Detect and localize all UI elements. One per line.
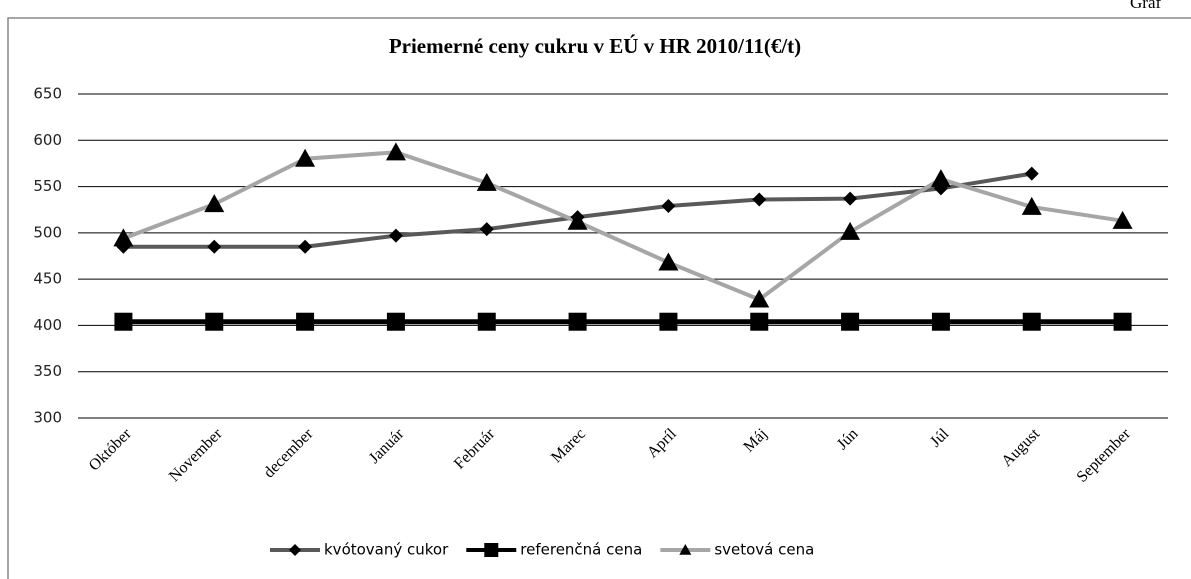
marker <box>931 312 950 331</box>
marker <box>1113 312 1132 331</box>
marker <box>1021 196 1042 215</box>
marker <box>840 221 861 240</box>
chart-title: Priemerné ceny cukru v EÚ v HR 2010/11(€… <box>389 34 801 58</box>
legend-marker <box>679 544 692 555</box>
marker <box>296 312 315 331</box>
marker <box>113 228 134 247</box>
marker <box>930 169 951 188</box>
marker <box>295 148 316 167</box>
y-tick-label: 300 <box>33 409 62 427</box>
marker <box>752 192 767 207</box>
y-tick-label: 500 <box>33 223 62 241</box>
marker <box>477 312 496 331</box>
y-tick-label: 350 <box>33 362 62 380</box>
legend-marker <box>289 544 301 556</box>
chart-frame <box>7 17 1191 579</box>
legend-marker <box>484 543 499 557</box>
y-tick-label: 600 <box>33 131 62 149</box>
legend-label: kvótovaný cukor <box>324 541 449 559</box>
marker <box>479 222 494 237</box>
marker <box>841 312 860 331</box>
marker <box>659 312 678 331</box>
y-tick-label: 400 <box>33 316 62 334</box>
marker <box>385 142 406 161</box>
marker <box>1112 210 1133 229</box>
marker <box>298 239 313 254</box>
corner-note: Graf <box>1130 0 1161 12</box>
marker <box>476 172 497 191</box>
y-tick-label: 450 <box>33 270 62 288</box>
marker <box>207 239 222 254</box>
marker <box>386 312 405 331</box>
marker <box>1022 312 1041 331</box>
marker <box>205 312 224 331</box>
marker <box>568 312 587 331</box>
y-tick-label: 550 <box>33 177 62 195</box>
marker <box>749 289 770 308</box>
marker <box>204 194 225 213</box>
legend-label: referenčná cena <box>520 541 642 559</box>
marker <box>567 211 588 230</box>
marker <box>843 191 858 206</box>
marker <box>388 228 403 243</box>
marker <box>661 199 676 214</box>
marker <box>750 312 769 331</box>
marker <box>1024 166 1039 181</box>
marker <box>114 312 133 331</box>
y-tick-label: 650 <box>33 85 62 103</box>
series-line <box>122 150 1123 302</box>
legend-label: svetová cena <box>714 541 814 559</box>
marker <box>658 252 679 271</box>
